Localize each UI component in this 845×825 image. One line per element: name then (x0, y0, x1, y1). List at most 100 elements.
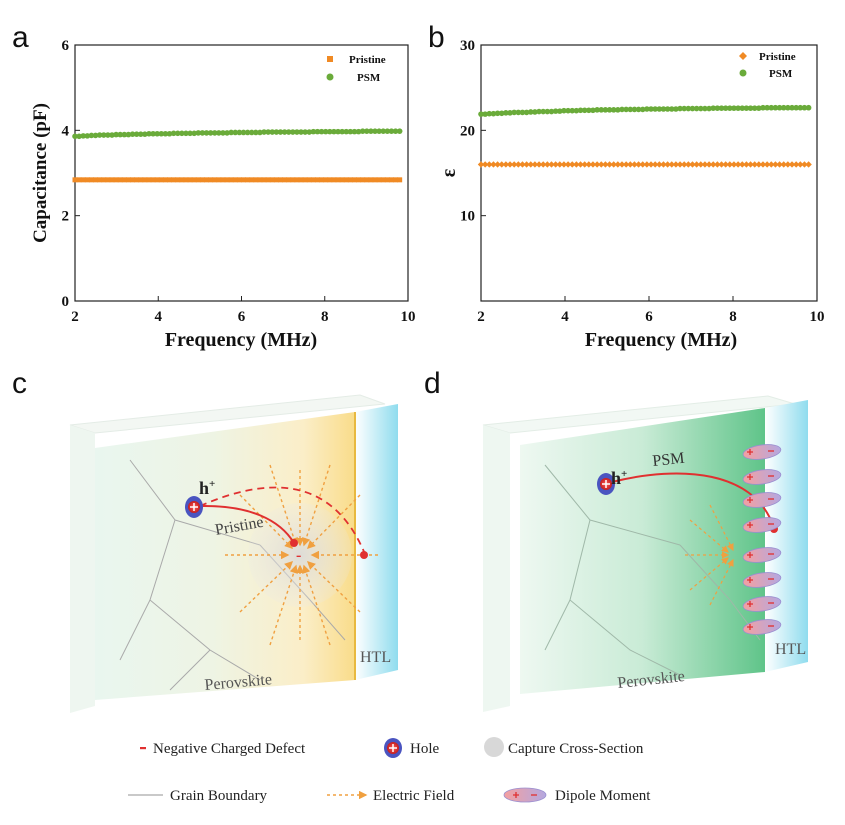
chart-b-pristine-point (627, 161, 634, 168)
chart-b-pristine-point (747, 161, 754, 168)
chart-b-pristine-point (502, 161, 510, 168)
chart-a-pristine-point (72, 177, 78, 183)
chart-b-psm-point (482, 111, 488, 117)
chart-a-pristine-point (134, 177, 140, 183)
chart-a-psm-point (359, 128, 366, 134)
chart-b-psm-point (536, 108, 542, 115)
chart-a-psm-point (211, 130, 218, 136)
diagram-c-path-end (290, 539, 298, 547)
chart-b-legend-psm-label: PSM (769, 68, 793, 80)
chart-a-psm-point (199, 130, 206, 136)
chart-b-pristine-point (780, 161, 787, 168)
chart-a-pristine-point (105, 177, 111, 183)
legend-capture-cross-section-label: Capture Cross-Section (508, 741, 644, 757)
chart-a-pristine-point (290, 177, 296, 183)
chart-b-pristine-point (635, 161, 642, 168)
chart-b-legend-pristine-marker (739, 52, 747, 60)
chart-a-pristine-point (220, 177, 226, 183)
diagram-c-hole-label: h+ (199, 478, 215, 498)
chart-b-psm-point (519, 109, 526, 116)
chart-a-psm-point (322, 128, 329, 135)
chart-b-psm-series (478, 104, 812, 117)
chart-a-psm-point (142, 131, 148, 137)
diagram-c-defect: - (296, 547, 301, 564)
chart-b-pristine-point (693, 161, 700, 168)
chart-b-pristine-point (734, 161, 742, 168)
chart-a-pristine-point (236, 177, 242, 183)
diagram-c-htl-defect (360, 551, 368, 559)
diagram-d-hole-label-sup: + (621, 468, 627, 480)
chart-a-psm-point (76, 133, 82, 140)
chart-a-psm-point (257, 129, 263, 136)
chart-b-pristine-point (759, 161, 767, 168)
chart-a-pristine-point (101, 177, 107, 183)
diagram-d-electric-field (685, 504, 734, 606)
chart-b-psm-point (702, 105, 708, 112)
chart-b-psm-point (747, 105, 754, 111)
chart-b-pristine-point (680, 161, 688, 168)
chart-a-legend-psm-marker (326, 73, 334, 81)
chart-b-pristine-point (498, 161, 505, 168)
chart-b-psm-point (523, 109, 530, 116)
chart-a-pristine-point (130, 177, 136, 183)
chart-a-psm-point (117, 131, 124, 138)
chart-a-psm-point (240, 129, 247, 136)
chart-a-psm-point (273, 129, 280, 135)
chart-a-pristine-point (384, 177, 390, 183)
schematic-legend: Negative Charged Defect Hole Capture Cro… (128, 737, 651, 804)
chart-b-pristine-point (784, 161, 792, 168)
chart-a-pristine-point (249, 177, 255, 183)
chart-a-psm-point (224, 130, 230, 136)
chart-a-pristine-point (388, 177, 394, 183)
chart-a-psm-point (269, 129, 276, 135)
chart-a-psm-point (339, 128, 345, 135)
chart-a-psm-point (220, 130, 226, 136)
chart-a-pristine-point (154, 177, 160, 183)
chart-a-psm-point (236, 129, 243, 136)
chart-a-psm-point (335, 128, 341, 135)
chart-a-psm-point (100, 132, 107, 138)
chart-a-psm-point (318, 128, 325, 135)
chart-a-psm-point (191, 130, 197, 137)
chart-b-pristine-series (477, 161, 812, 168)
chart-a-psm-point (203, 130, 210, 136)
chart-b-psm-point (552, 108, 559, 114)
chart-b-pristine-point (651, 161, 659, 168)
chart-b-psm-point (776, 104, 783, 111)
chart-a-pristine-point (397, 177, 403, 183)
chart-b-psm-point (664, 106, 671, 112)
chart-b-psm-point (780, 104, 787, 111)
chart-b-pristine-point (739, 161, 746, 168)
diagram-c-hole-label-sup: + (209, 478, 215, 490)
panel-label-b: b (428, 21, 445, 54)
chart-b-pristine-point (788, 161, 796, 168)
diagram-c-hole-path-dashed (199, 486, 366, 555)
chart-b-psm-point (478, 111, 484, 117)
chart-b-psm-point (631, 106, 638, 113)
chart-a-psm-point (187, 130, 193, 137)
chart-a-pristine-point (93, 177, 99, 183)
chart-a-pristine-point (162, 177, 168, 183)
chart-b-pristine-point (668, 161, 675, 168)
diagram-c-htl-label: HTL (360, 649, 391, 666)
chart-a-pristine-point (216, 177, 222, 183)
chart-a-pristine-point (269, 177, 275, 183)
chart-b-psm-point (648, 106, 654, 112)
chart-b-pristine-point (477, 161, 485, 168)
chart-b-psm-point (540, 108, 547, 115)
chart-a-psm-point (384, 128, 391, 134)
chart-b-pristine-point (664, 161, 671, 168)
chart-b-psm-point (577, 107, 584, 114)
chart-b-psm-point (668, 106, 675, 112)
chart-b-psm-point (797, 104, 804, 111)
chart-a-pristine-point (368, 177, 374, 183)
diagram-c-htl-layer (355, 404, 398, 680)
chart-b-ytick-label: 20 (460, 123, 475, 139)
chart-b-psm-point (556, 108, 563, 114)
chart-b-pristine-point (676, 161, 684, 168)
chart-b-psm-point (693, 105, 700, 112)
chart-a-pristine-point (146, 177, 152, 183)
chart-a-pristine-point (360, 177, 366, 183)
chart-b-psm-point (805, 104, 812, 111)
chart-a-pristine-series (72, 177, 403, 183)
